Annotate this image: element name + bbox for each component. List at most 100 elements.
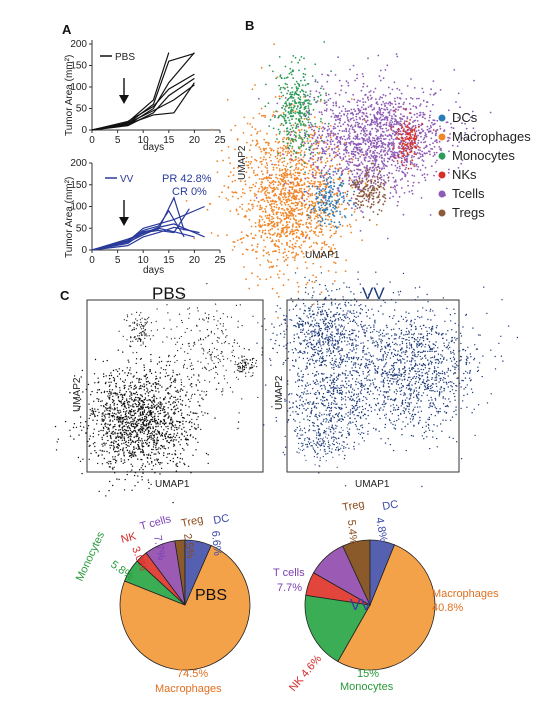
umap-pbs-point (154, 387, 157, 389)
umap-point-macrophage (290, 212, 292, 215)
umap-pbs-point (114, 456, 116, 458)
umap-pbs-point (122, 416, 125, 419)
umap-point-macrophage (245, 160, 248, 163)
umap-point-monocyte (320, 118, 322, 120)
umap-point-macrophage (241, 253, 244, 256)
umap-point-macrophage (289, 139, 292, 142)
umap-point-tcell (361, 211, 364, 214)
umap-point-treg (359, 169, 361, 171)
umap-pbs-point (163, 420, 166, 423)
umap-point-tcell (353, 130, 356, 133)
umap-point-monocyte (290, 71, 292, 74)
umap-point-dc (342, 195, 345, 198)
umap-point-macrophage (297, 209, 300, 212)
umap-point-macrophage (297, 167, 300, 170)
umap-point-monocyte (305, 117, 308, 120)
umap-point-tcell (357, 151, 359, 154)
umap-point-macrophage (273, 205, 276, 208)
umap-pbs-point (116, 435, 119, 437)
umap-point-tcell (304, 142, 306, 145)
umap-pbs-point (166, 388, 168, 390)
umap-pbs-point (143, 366, 145, 369)
umap-point-tcell (336, 145, 339, 148)
umap-point-macrophage (266, 169, 269, 172)
umap-point-tcell (316, 137, 319, 139)
umap-point-macrophage (264, 215, 267, 217)
umap-point-tcell (433, 119, 436, 122)
umap-pbs-point (130, 436, 132, 438)
umap-point-treg (367, 200, 370, 203)
umap-point-monocyte (314, 63, 317, 66)
umap-point-tcell (360, 89, 363, 92)
umap-point-tcell (396, 55, 399, 58)
umap-point-tcell (334, 127, 337, 130)
umap-pbs-point (177, 407, 179, 409)
umap-point-macrophage (289, 192, 292, 195)
legend-swatch-macrophages (438, 133, 446, 141)
umap-pbs-point (145, 415, 147, 417)
umap-point-dc (329, 193, 332, 196)
umap-pbs-point (137, 418, 139, 421)
umap-point-tcell (353, 202, 355, 205)
umap-point-macrophage (297, 220, 300, 223)
umap-point-macrophage (248, 149, 251, 152)
umap-pbs-point (171, 437, 173, 439)
umap-pbs-point (124, 421, 127, 424)
umap-point-tcell (415, 130, 418, 133)
umap-pbs-point (116, 403, 119, 406)
umap-pbs-point (127, 459, 130, 461)
umap-point-tcell (366, 138, 368, 141)
umap-point-tcell (388, 114, 391, 117)
umap-point-macrophage (247, 208, 250, 211)
umap-point-macrophage (279, 169, 281, 172)
umap-point-macrophage (231, 191, 234, 193)
umap-point-tcell (380, 149, 383, 151)
y-tick-label: 200 (70, 39, 87, 50)
umap-point-tcell (415, 163, 418, 166)
umap-point-macrophage (281, 230, 283, 232)
umap-point-tcell (372, 166, 375, 169)
umap-pbs-point (100, 429, 102, 432)
umap-point-macrophage (281, 138, 284, 141)
tumor-growth-line (91, 226, 200, 251)
umap-point-macrophage (227, 175, 230, 178)
umap-pbs-point (170, 384, 172, 387)
umap-point-macrophage (234, 179, 237, 182)
umap-point-macrophage (310, 245, 313, 248)
umap-point-treg (370, 180, 373, 183)
umap-point-tcell (325, 110, 328, 112)
umap-point-nk (406, 152, 409, 155)
umap-pbs-point (102, 412, 104, 414)
umap-pbs-point (116, 432, 119, 435)
umap-point-macrophage (260, 170, 263, 173)
umap-point-nk (415, 136, 418, 139)
umap-point-macrophage (280, 189, 283, 191)
umap-point-tcell (420, 197, 423, 199)
umap-point-dc (326, 208, 329, 211)
umap-pbs-point (97, 382, 99, 384)
umap-point-nk (421, 123, 424, 126)
umap-pbs-point (140, 406, 142, 409)
umap-point-tcell (394, 164, 397, 167)
umap-pbs-point (122, 408, 125, 410)
umap-point-macrophage (305, 235, 308, 237)
umap-point-treg (357, 200, 360, 203)
umap-point-monocyte (290, 106, 293, 109)
umap-pbs-point (104, 415, 106, 417)
umap-point-macrophage (254, 185, 257, 188)
umap-point-macrophage (268, 152, 270, 154)
umap-pbs-point (105, 413, 107, 415)
umap-pbs-point (134, 427, 136, 430)
umap-pbs-point (174, 450, 177, 452)
umap-point-macrophage (318, 169, 321, 172)
umap-point-dc (321, 217, 324, 220)
umap-point-tcell (354, 150, 356, 153)
umap-pbs-point (161, 462, 163, 464)
umap-pbs-point (57, 438, 59, 440)
umap-pbs-point (176, 389, 179, 391)
umap-point-macrophage (305, 231, 307, 234)
umap-pbs-point (111, 412, 114, 414)
umap-point-tcell (394, 120, 396, 123)
umap-point-macrophage (289, 170, 292, 172)
umap-point-macrophage (318, 125, 321, 128)
